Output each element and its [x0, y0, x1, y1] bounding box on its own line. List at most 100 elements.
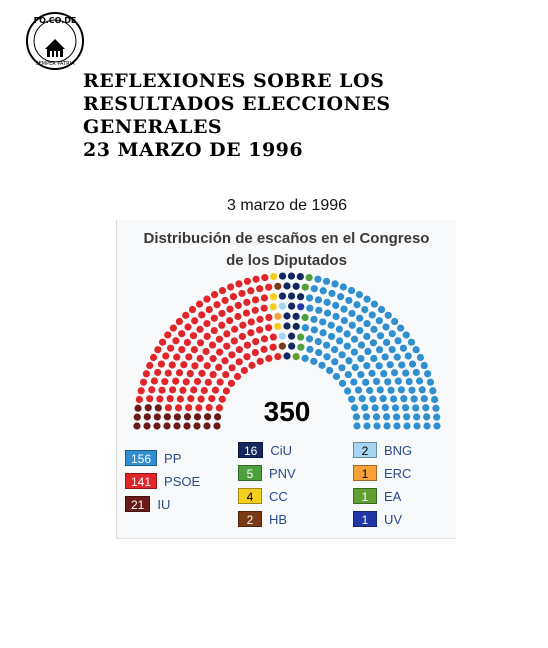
seat-pp [362, 378, 370, 386]
seat-pp [350, 378, 358, 386]
seat-psoe [274, 353, 282, 361]
document-title: REFLEXIONES SOBRE LOS RESULTADOS ELECCIO… [83, 70, 523, 162]
seat-psoe [173, 353, 181, 361]
seat-iu [153, 413, 161, 421]
seat-pp [335, 325, 343, 333]
seat-pp [363, 319, 371, 328]
seat-pp [340, 316, 348, 325]
seat-psoe [256, 357, 264, 365]
seat-psoe [172, 337, 180, 345]
seat-pp [301, 324, 309, 332]
seat-pp [403, 422, 411, 430]
seat-pp [424, 370, 432, 378]
seat-iu [173, 413, 181, 421]
seat-pp [413, 422, 421, 430]
seat-pp [361, 305, 369, 314]
seat-pp [319, 318, 327, 326]
seat-pp [394, 377, 402, 385]
seat-psoe [228, 364, 236, 372]
seat-iu [163, 413, 171, 421]
seat-cc [269, 293, 278, 301]
seat-pp [383, 422, 391, 430]
seat-pp [387, 386, 395, 394]
seat-pp [357, 341, 366, 349]
seat-pp [393, 422, 401, 430]
seat-psoe [205, 305, 213, 314]
seat-pp [339, 283, 347, 291]
seat-psoe [204, 378, 212, 386]
seat-psoe [150, 377, 159, 385]
seat-hb [278, 342, 286, 350]
seat-ciu [287, 332, 296, 340]
seat-iu [134, 404, 142, 412]
seat-psoe [175, 369, 184, 377]
legend-seats: 156 [125, 450, 158, 466]
seat-pp [401, 404, 410, 412]
chart-caption: 3 marzo de 1996 [227, 197, 348, 214]
seat-psoe [154, 368, 162, 377]
seat-iu [144, 404, 152, 412]
legend-seats: 4 [238, 488, 262, 504]
seat-pp [350, 335, 359, 343]
seat-pp [370, 325, 378, 333]
seat-pp [332, 301, 340, 310]
seat-ciu [288, 302, 296, 310]
logo-text: FO.CO.DE [34, 16, 77, 25]
chart-title-line-1: Distribución de escaños en el Congreso [143, 230, 430, 247]
seat-psoe [213, 301, 221, 309]
seat-psoe [247, 329, 255, 337]
seat-pp [344, 387, 352, 395]
seat-pp [306, 304, 314, 312]
seat-pp [369, 395, 377, 403]
seat-ea [292, 353, 300, 361]
seat-pp [356, 314, 364, 322]
seat-psoe [176, 395, 184, 403]
seat-pp [371, 404, 379, 412]
seat-pp [314, 296, 323, 304]
seat-psoe [175, 317, 183, 326]
seat-pp [363, 295, 371, 303]
legend-item-iu: 21 IU [125, 495, 170, 513]
seat-pp [433, 422, 441, 430]
chart-title: Distribución de escaños en el Congreso d… [117, 228, 456, 272]
seat-psoe [210, 291, 219, 299]
seat-pp [322, 277, 331, 285]
seat-psoe [240, 366, 248, 375]
seat-psoe [209, 370, 217, 379]
seat-ciu [296, 293, 305, 301]
seat-psoe [156, 395, 164, 403]
seat-psoe [233, 372, 242, 381]
seat-pp [338, 351, 346, 359]
seat-psoe [222, 370, 230, 379]
seat-psoe [164, 404, 173, 412]
seat-pp [368, 311, 376, 319]
seat-pp [368, 369, 376, 377]
seat-pp [314, 275, 322, 283]
seat-pp [370, 300, 379, 308]
seat-psoe [260, 304, 268, 312]
seat-pp [381, 353, 389, 361]
seat-psoe [227, 283, 235, 291]
seat-ciu [288, 342, 296, 350]
seat-psoe [208, 395, 216, 403]
seat-psoe [256, 285, 264, 293]
legend-item-hb: 2 HB [238, 510, 287, 528]
title-line-4: 23 MARZO DE 1996 [83, 139, 304, 161]
seat-psoe [168, 386, 177, 394]
seat-pp [394, 337, 402, 345]
seat-psoe [261, 274, 269, 282]
seat-iu [133, 413, 141, 421]
seat-psoe [161, 377, 169, 386]
seat-cc [274, 322, 282, 331]
seat-pp [340, 305, 348, 313]
seat-pp [376, 386, 384, 394]
legend-item-psoe: 141 PSOE [125, 472, 200, 490]
seat-pp [372, 377, 381, 386]
seat-pp [403, 413, 411, 421]
seat-pp [318, 361, 326, 369]
seat-psoe [182, 378, 190, 386]
seat-psoe [162, 352, 170, 360]
seat-pp [354, 386, 363, 394]
seat-pp [343, 342, 351, 350]
seat-psoe [185, 353, 193, 361]
